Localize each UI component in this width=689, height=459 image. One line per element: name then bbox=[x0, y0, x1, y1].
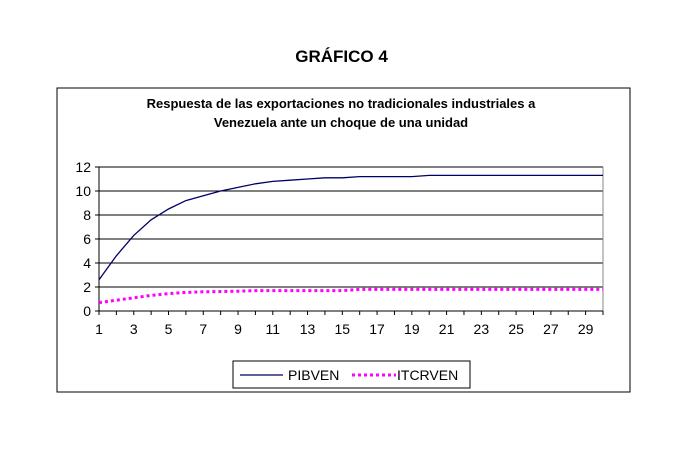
y-tick-label: 8 bbox=[83, 207, 91, 223]
x-tick-label: 21 bbox=[439, 321, 455, 337]
y-tick-label: 4 bbox=[83, 255, 91, 271]
y-tick-label: 0 bbox=[83, 303, 91, 319]
x-tick-label: 25 bbox=[508, 321, 524, 337]
y-tick-label: 6 bbox=[83, 231, 91, 247]
y-tick-label: 10 bbox=[75, 183, 91, 199]
figure-title: GRÁFICO 4 bbox=[295, 47, 388, 66]
x-tick-label: 7 bbox=[199, 321, 207, 337]
series-line-pibven bbox=[98, 174, 603, 281]
x-tick-label: 15 bbox=[335, 321, 351, 337]
x-tick-label: 11 bbox=[266, 321, 281, 337]
legend-label-itcrven: ITCRVEN bbox=[397, 367, 458, 383]
x-tick-label: 5 bbox=[165, 321, 173, 337]
x-tick-label: 17 bbox=[369, 321, 385, 337]
x-tick-label: 23 bbox=[474, 321, 490, 337]
chart-title-line-2: Venezuela ante un choque de una unidad bbox=[214, 115, 468, 130]
x-tick-label: 13 bbox=[300, 321, 316, 337]
x-tick-label: 29 bbox=[578, 321, 594, 337]
y-tick-label: 12 bbox=[75, 159, 91, 175]
x-tick-label: 19 bbox=[404, 321, 420, 337]
y-tick-label: 2 bbox=[83, 279, 91, 295]
x-tick-label: 1 bbox=[95, 321, 103, 337]
chart-border bbox=[56, 87, 631, 393]
chart-title-line-1: Respuesta de las exportaciones no tradic… bbox=[147, 96, 536, 111]
series-line-itcrven bbox=[98, 287, 603, 305]
x-tick-label: 3 bbox=[130, 321, 138, 337]
x-tick-label: 27 bbox=[543, 321, 559, 337]
x-tick-label: 9 bbox=[234, 321, 242, 337]
legend-label-pibven: PIBVEN bbox=[288, 367, 339, 383]
